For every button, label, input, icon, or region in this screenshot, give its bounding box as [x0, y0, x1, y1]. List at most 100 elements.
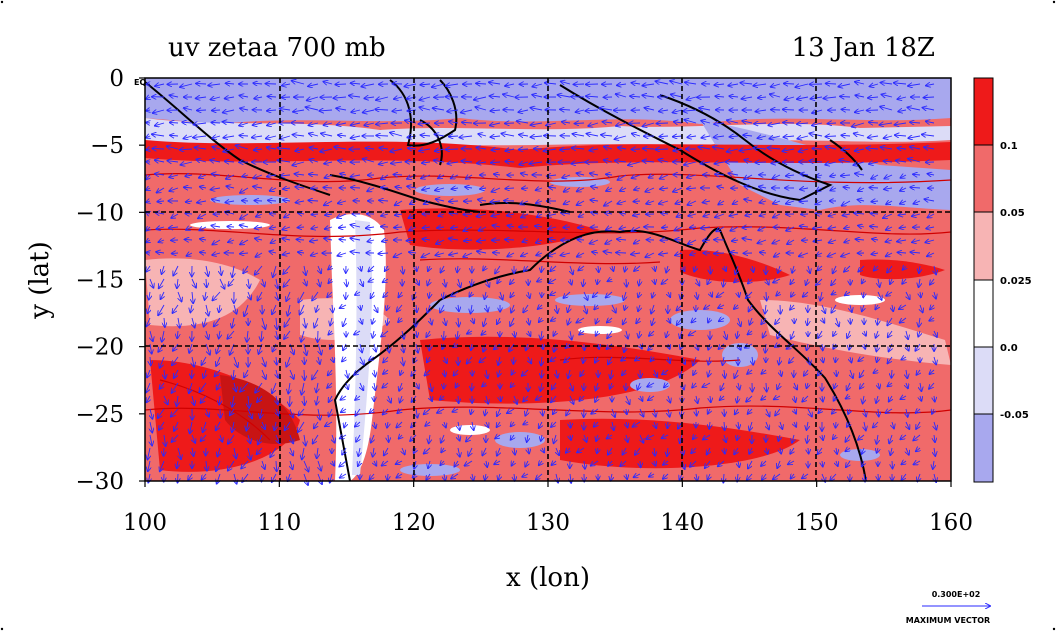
wind-vector [923, 108, 935, 110]
wind-vector [922, 134, 935, 136]
wind-vector [309, 174, 319, 175]
wind-vector [156, 227, 165, 229]
wind-vector [253, 123, 263, 125]
wind-vector [813, 240, 823, 241]
wind-vector [828, 253, 837, 257]
wind-vector [360, 278, 363, 286]
wind-vector [858, 188, 865, 191]
colorbar-label: 0.0 [1000, 343, 1018, 354]
wind-vector [522, 240, 529, 242]
wind-vector [753, 148, 767, 149]
wind-vector [199, 175, 207, 178]
wind-vector [816, 253, 823, 256]
wind-vector [550, 292, 557, 295]
wind-vector [276, 291, 278, 300]
wind-vector [462, 122, 473, 123]
wind-vector [228, 240, 235, 242]
wind-vector [379, 200, 389, 201]
wind-vector [598, 265, 599, 272]
wind-vector [320, 149, 333, 152]
plot-date: 13 Jan 18Z [792, 33, 935, 63]
wind-vector [748, 279, 752, 284]
wind-vector [727, 149, 739, 152]
wind-vector [507, 253, 515, 257]
wind-vector [854, 213, 865, 214]
wind-vector [853, 162, 865, 165]
wind-vector [878, 278, 880, 287]
wind-vector [642, 84, 655, 86]
wind-vector [196, 159, 207, 162]
colorbar-label: 0.1 [1000, 141, 1018, 152]
wind-vector [778, 265, 780, 273]
wind-vector [407, 186, 417, 188]
wind-vector [631, 253, 641, 254]
wind-vector [744, 160, 753, 162]
wind-vector [195, 147, 207, 149]
wind-vector [677, 214, 683, 217]
wind-vector [240, 213, 249, 219]
wind-vector [900, 201, 907, 204]
wind-vector [844, 227, 851, 228]
wind-vector [212, 110, 221, 111]
wind-vector [828, 123, 837, 124]
wind-vector [701, 121, 711, 123]
wind-vector [615, 161, 627, 162]
wind-vector [505, 188, 515, 189]
wind-vector [806, 278, 808, 285]
wind-vector [897, 148, 907, 149]
wind-vector [363, 159, 375, 162]
wind-vector [419, 107, 431, 110]
wind-vector [186, 201, 193, 202]
wind-vector [443, 291, 444, 298]
wind-vector [674, 227, 683, 231]
wind-vector [743, 135, 753, 136]
wind-vector [240, 239, 249, 244]
wind-vector [850, 317, 851, 324]
wind-vector [436, 199, 445, 201]
wind-vector [280, 136, 291, 139]
wind-vector [543, 149, 557, 151]
wind-vector [815, 201, 823, 204]
wind-vector [276, 278, 278, 288]
wind-vector [522, 188, 529, 189]
wind-vector [503, 94, 515, 97]
wind-vector [171, 214, 179, 218]
wind-vector [185, 239, 193, 240]
wind-vector [236, 145, 249, 150]
wind-vector [815, 213, 823, 214]
wind-vector [517, 121, 529, 123]
wind-vector [913, 201, 921, 204]
wind-vector [537, 214, 543, 217]
wind-vector [520, 201, 529, 204]
wind-vector [923, 97, 935, 98]
wind-vector [395, 200, 403, 205]
wind-vector [841, 253, 851, 256]
wind-vector [480, 188, 487, 189]
wind-vector [327, 291, 333, 297]
wind-vector [880, 107, 893, 110]
wind-vector [531, 108, 543, 110]
wind-vector [896, 161, 907, 162]
wind-vector [687, 97, 697, 100]
wind-vector [659, 160, 669, 162]
colorbar: 0.1 0.05 0.025 0.0 -0.05 [973, 77, 1032, 483]
wind-vector [196, 83, 207, 84]
wind-vector [383, 291, 389, 297]
wind-vector [654, 265, 655, 271]
wind-vector [158, 240, 165, 242]
wind-vector [742, 97, 753, 99]
wind-vector [655, 81, 669, 84]
wind-vector [578, 266, 585, 271]
wind-vector [226, 175, 235, 179]
wind-vector [684, 120, 697, 123]
wind-vector [646, 201, 655, 204]
wind-vector [883, 213, 893, 218]
wind-vector [419, 97, 431, 100]
wind-vector [638, 291, 640, 297]
wind-vector [309, 133, 319, 136]
wind-vector [307, 97, 319, 100]
wind-vector [434, 160, 445, 162]
wind-vector [486, 278, 489, 287]
wind-vector [886, 227, 893, 230]
wind-vector [310, 240, 319, 241]
